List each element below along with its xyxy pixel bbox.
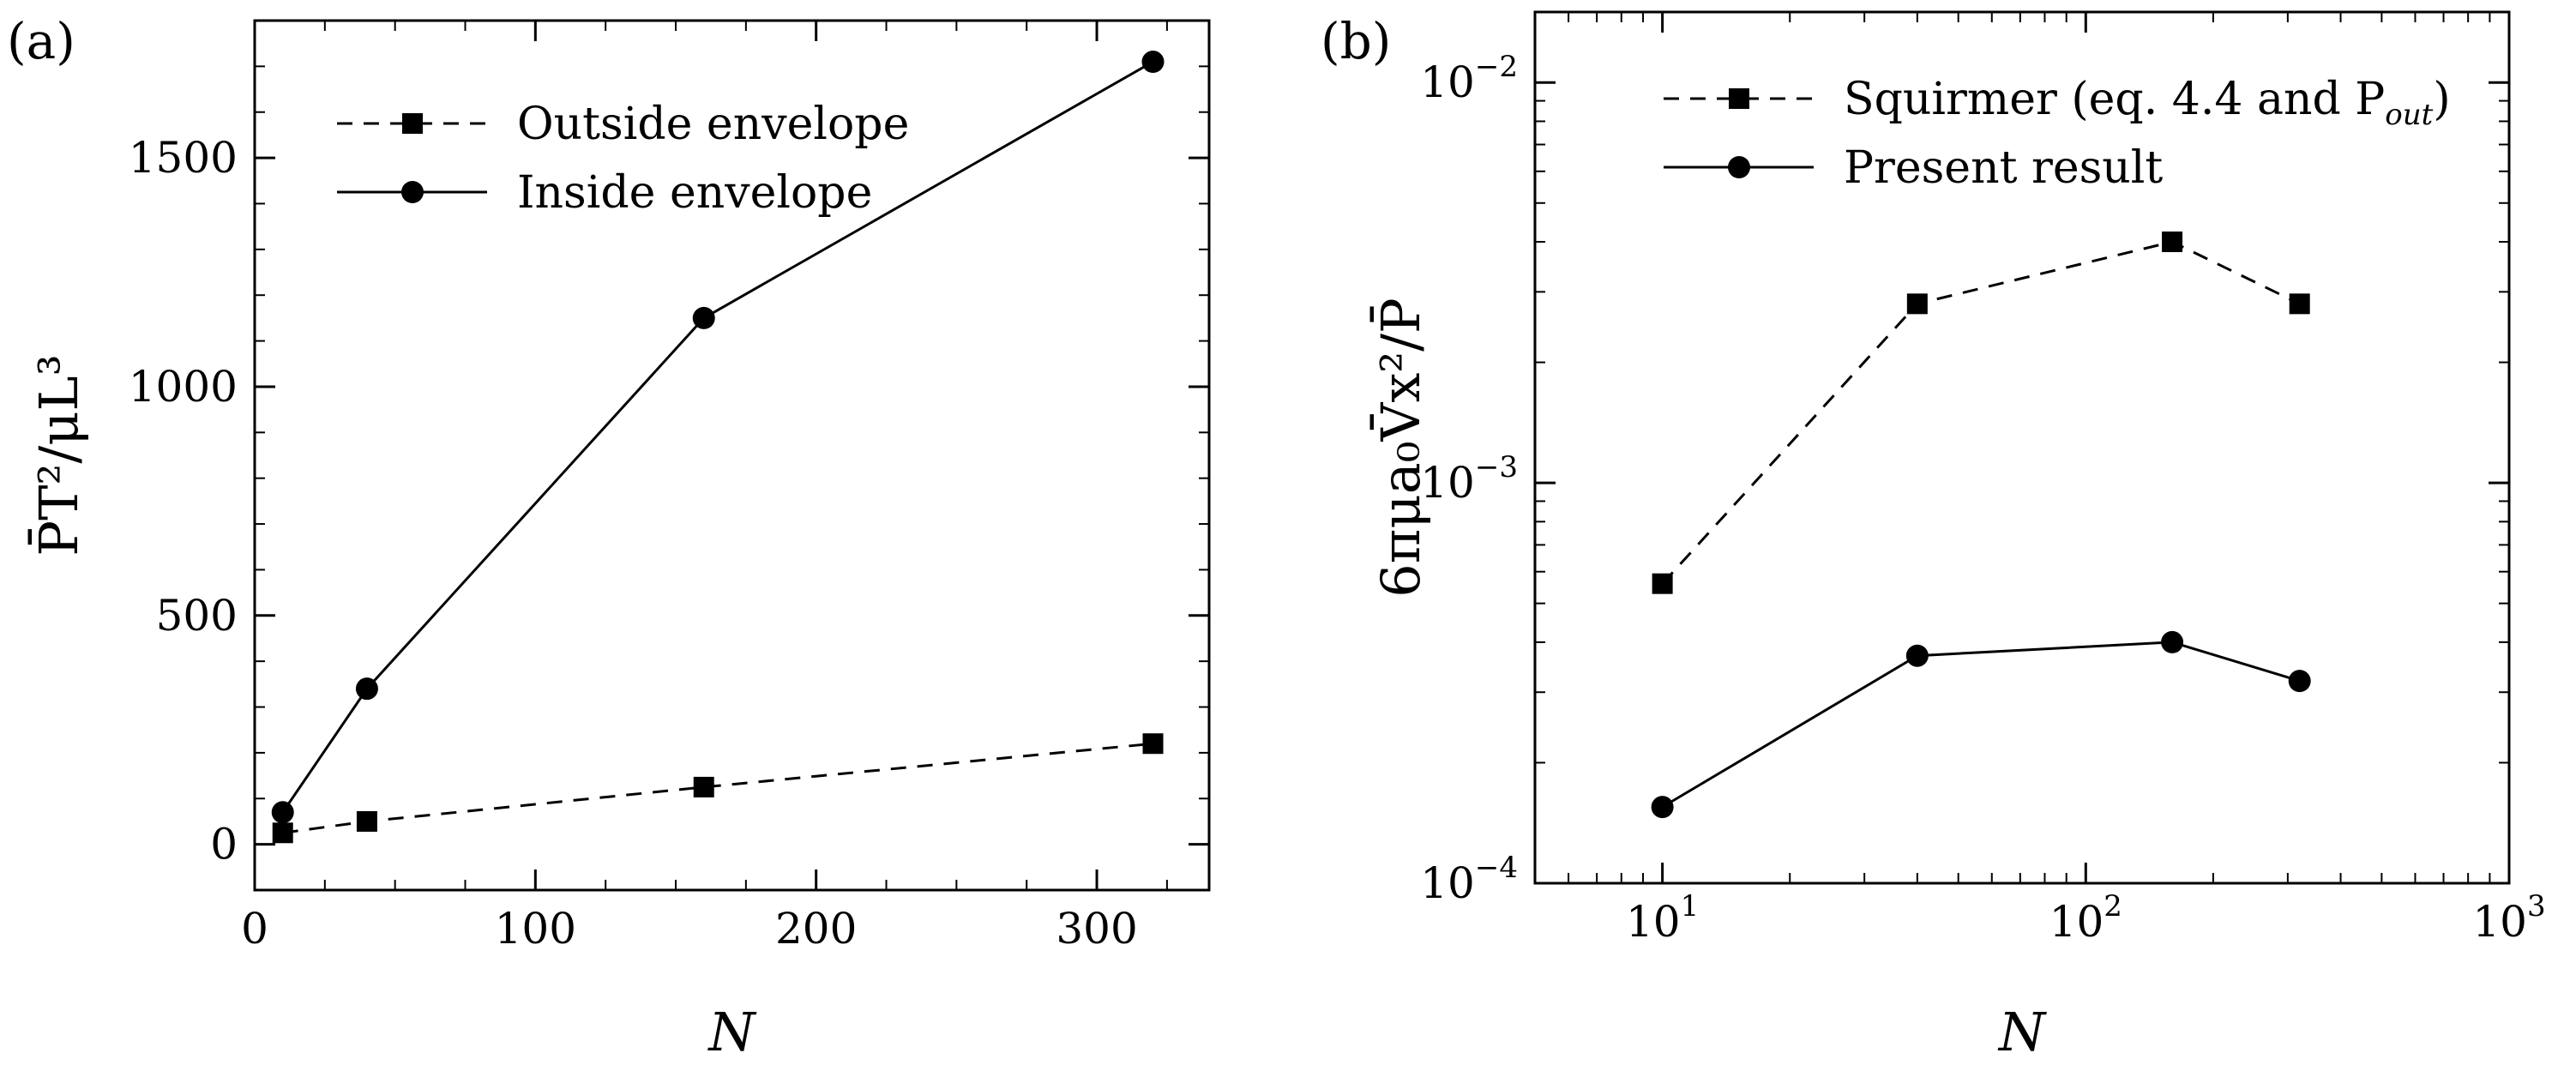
legend-marker <box>402 113 423 134</box>
series-line <box>1661 240 2301 585</box>
circle-point <box>271 801 294 824</box>
x-axis-label: N <box>1997 1001 2048 1063</box>
y-tick-label: 10−3 <box>1420 450 1518 508</box>
legend-entry-text: Squirmer (eq. 4.4 and P <box>1844 74 2385 125</box>
legend-entry-text: Outside envelope <box>517 99 909 150</box>
square-point <box>1142 733 1164 755</box>
y-axis-label: P̄T²/μL³ <box>27 354 90 556</box>
tick-exponent: −3 <box>1475 450 1518 484</box>
tick-exponent: −2 <box>1475 50 1518 84</box>
circle-point <box>2161 630 2184 653</box>
series-line <box>281 60 1154 814</box>
legend-entry-end: ) <box>2433 74 2450 125</box>
legend-marker <box>1728 156 1750 178</box>
y-tick-label: 1000 <box>129 362 238 412</box>
legend-entry-text: Present result <box>1844 142 2163 194</box>
square-point <box>2162 232 2183 253</box>
x-tick-label: 101 <box>1626 889 1699 947</box>
y-tick-label: 10−2 <box>1420 50 1518 107</box>
legend-entry: Inside envelope <box>517 167 872 219</box>
tick-base: 10 <box>1420 858 1475 908</box>
tick-base: 10 <box>1420 57 1475 107</box>
square-point <box>2289 293 2310 315</box>
legend-entry-text: Inside envelope <box>517 167 872 219</box>
plot-frame <box>253 19 1211 892</box>
x-tick-label: 300 <box>1056 904 1137 954</box>
circle-point <box>355 677 378 701</box>
x-tick-label: 102 <box>2049 889 2122 947</box>
series-line <box>282 742 1153 834</box>
square-point <box>356 810 377 832</box>
legend-entry: Present result <box>1844 142 2163 194</box>
legend-entry: Squirmer (eq. 4.4 and Pout) <box>1844 74 2451 132</box>
circle-point <box>1651 796 1674 819</box>
y-tick-label: 1500 <box>129 133 238 183</box>
legend-entry: Outside envelope <box>517 99 909 150</box>
circle-point <box>1905 644 1929 667</box>
tick-exponent: 1 <box>1681 889 1700 924</box>
square-point <box>693 776 714 797</box>
legend-marker <box>1729 88 1749 109</box>
panel-label: (a) <box>7 12 75 70</box>
x-tick-label: 0 <box>241 904 268 954</box>
tick-base: 10 <box>1626 897 1681 947</box>
y-tick-label: 500 <box>156 591 238 641</box>
x-tick-label: 200 <box>775 904 857 954</box>
square-point <box>272 822 293 844</box>
square-point <box>1906 293 1928 315</box>
legend-marker <box>401 181 424 203</box>
y-tick-label: 0 <box>210 820 238 869</box>
plot-frame <box>1533 10 2511 885</box>
circle-point <box>1141 51 1165 74</box>
x-tick-label: 100 <box>495 904 576 954</box>
circle-point <box>2288 670 2311 693</box>
y-axis-label: 6πμa₀V̄x²/P̄ <box>1369 298 1432 598</box>
tick-base: 10 <box>2472 897 2527 947</box>
tick-exponent: 2 <box>2104 889 2122 924</box>
tick-exponent: −4 <box>1475 851 1518 885</box>
tick-base: 10 <box>2049 897 2104 947</box>
tick-exponent: 3 <box>2527 889 2546 924</box>
circle-point <box>692 306 715 329</box>
tick-base: 10 <box>1420 458 1475 508</box>
legend-subscript: out <box>2385 98 2433 132</box>
series-line <box>1661 641 2301 809</box>
square-point <box>1652 573 1673 594</box>
panel-a: 0 100 200 300 0 500 1000 1500 Outside envelope In… <box>7 12 1211 1063</box>
panel-label: (b) <box>1321 12 1391 70</box>
x-tick-label: 103 <box>2472 889 2545 947</box>
x-axis-label: N <box>707 1001 757 1063</box>
y-tick-label: 10−4 <box>1420 851 1518 908</box>
